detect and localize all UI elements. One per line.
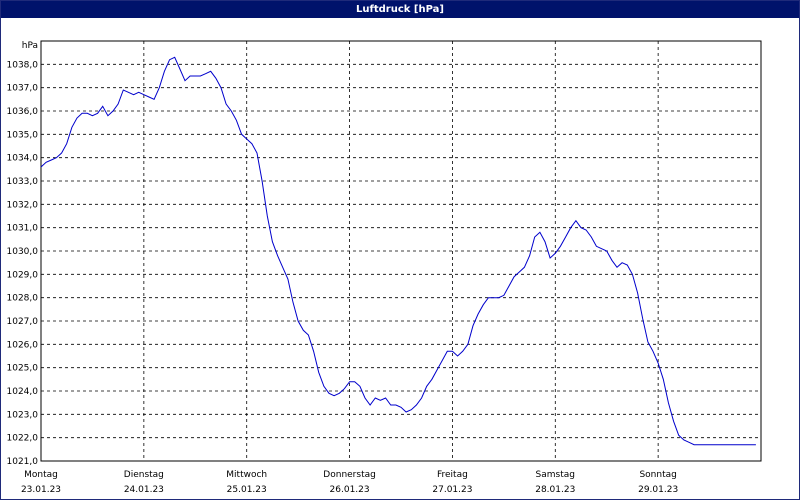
- x-tick-date: 25.01.23: [227, 485, 267, 495]
- y-tick-label: 1029,0: [7, 270, 39, 280]
- y-tick-label: 1031,0: [7, 224, 39, 234]
- x-tick-date: 26.01.23: [330, 485, 370, 495]
- x-tick-date: 29.01.23: [638, 485, 678, 495]
- x-tick-day: Samstag: [536, 470, 575, 480]
- y-tick-label: 1033,0: [7, 177, 39, 187]
- y-tick-label: 1025,0: [7, 364, 39, 374]
- x-tick-date: 24.01.23: [124, 485, 164, 495]
- chart-title: Luftdruck [hPa]: [1, 1, 799, 18]
- y-tick-label: 1027,0: [7, 317, 39, 327]
- x-tick-day: Dienstag: [124, 470, 164, 480]
- x-tick-date: 27.01.23: [432, 485, 472, 495]
- y-tick-label: 1022,0: [7, 434, 39, 444]
- y-tick-label: 1037,0: [7, 84, 39, 94]
- x-tick-day: Mittwoch: [226, 470, 267, 480]
- x-tick-date: 23.01.23: [21, 485, 61, 495]
- y-tick-label: 1035,0: [7, 130, 39, 140]
- x-tick-day: Montag: [24, 470, 58, 480]
- y-tick-label: 1034,0: [7, 154, 39, 164]
- x-tick-day: Donnerstag: [323, 470, 376, 480]
- y-tick-label: 1030,0: [7, 247, 39, 257]
- y-tick-label: 1024,0: [7, 387, 39, 397]
- y-tick-label: 1021,0: [7, 457, 39, 467]
- y-tick-label: 1026,0: [7, 340, 39, 350]
- x-tick-day: Freitag: [437, 470, 468, 480]
- y-axis-label: hPa: [22, 41, 38, 51]
- y-tick-label: 1038,0: [7, 60, 39, 70]
- y-tick-label: 1032,0: [7, 200, 39, 210]
- y-tick-label: 1028,0: [7, 294, 39, 304]
- pressure-line: [40, 56, 756, 446]
- y-tick-label: 1023,0: [7, 410, 39, 420]
- y-tick-label: 1036,0: [7, 107, 39, 117]
- x-tick-day: Sonntag: [639, 470, 676, 480]
- x-tick-date: 28.01.23: [535, 485, 575, 495]
